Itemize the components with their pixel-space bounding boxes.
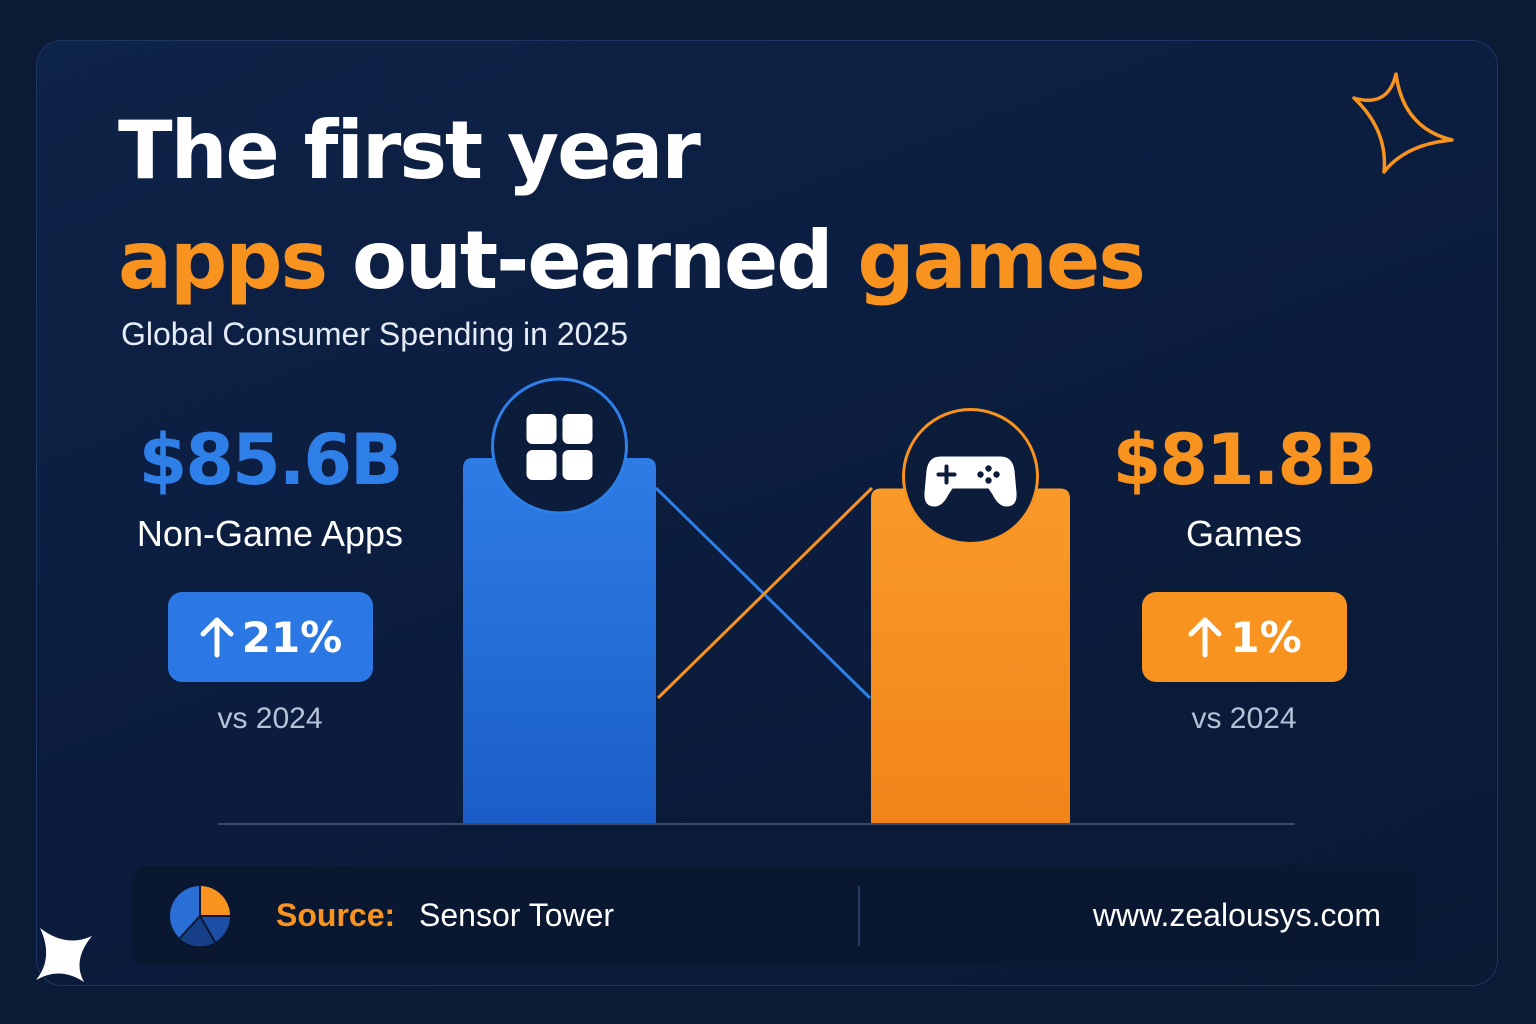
title-apps: apps <box>118 214 328 307</box>
bar-games <box>871 488 1070 824</box>
chart-subtitle: Global Consumer Spending in 2025 <box>121 316 628 352</box>
apps-value-label: $85.6B <box>138 419 404 501</box>
games-category-label: Games <box>1185 513 1303 554</box>
bar-apps <box>463 458 656 824</box>
sparkle-icon <box>36 928 92 982</box>
games-stats: $81.8B Games 1% vs 2024 <box>1094 420 1394 736</box>
source-label: Source: <box>276 897 396 933</box>
website-link[interactable]: www.zealousys.com <box>1092 897 1381 933</box>
arrow-up-icon <box>1188 617 1222 658</box>
title-line-1: The first year <box>118 104 701 197</box>
source-value: Sensor Tower <box>419 897 615 933</box>
apps-stats: $85.6B Non-Game Apps 21% vs 2024 <box>120 420 420 736</box>
gamepad-icon <box>924 456 1017 507</box>
sparkle-outline-icon <box>1352 72 1454 174</box>
title-line-2: apps out-earned games <box>118 206 1146 316</box>
games-growth-value: 1% <box>1230 612 1302 662</box>
page-title: The first year apps out-earned games <box>118 96 1146 316</box>
apps-growth-badge: 21% <box>167 592 373 682</box>
apps-icon-circle <box>491 377 628 515</box>
infographic-card <box>36 40 1498 986</box>
title-games: games <box>857 214 1145 307</box>
games-growth-badge: 1% <box>1141 592 1347 682</box>
games-value-label: $81.8B <box>1112 419 1378 501</box>
games-connector-line <box>656 486 874 700</box>
arrow-up-icon <box>200 617 234 658</box>
games-comparison-note: vs 2024 <box>1191 702 1297 735</box>
app-grid-icon <box>526 414 593 480</box>
source-footer: Source: Sensor Tower www.zealousys.com <box>132 866 1417 966</box>
title-out-earned: out-earned <box>326 214 858 307</box>
apps-category-label: Non-Game Apps <box>136 513 404 554</box>
apps-comparison-note: vs 2024 <box>217 702 323 735</box>
pie-chart-icon <box>170 886 230 946</box>
footer-divider <box>858 886 860 946</box>
apps-growth-value: 21% <box>241 612 343 662</box>
